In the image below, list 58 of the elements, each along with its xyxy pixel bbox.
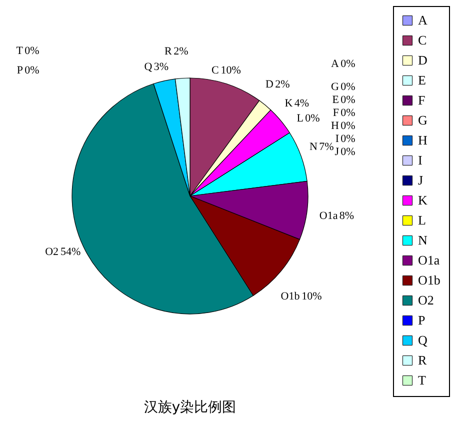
data-label: 10% <box>302 290 322 303</box>
category-label: I <box>335 132 339 145</box>
legend-label: I <box>418 152 422 168</box>
data-label: 2% <box>275 78 290 90</box>
text: 0% <box>340 80 356 93</box>
slice-label: K <box>284 98 293 110</box>
slice-label: O1a <box>319 210 338 222</box>
legend-label: E <box>418 72 426 88</box>
legend-label: Q <box>418 332 428 348</box>
slice-label: O1b <box>280 290 300 303</box>
text: 0% <box>24 64 40 76</box>
data-label: 4% <box>294 98 310 110</box>
text: 0% <box>340 106 356 119</box>
text: 0% <box>305 112 320 124</box>
slice-label: R <box>164 45 173 58</box>
slice-label: N <box>309 140 318 153</box>
legend-label: J <box>418 172 424 188</box>
text: 0% <box>340 94 356 106</box>
legend-label: G <box>418 112 428 128</box>
legend-label: N <box>418 232 428 248</box>
data-label: 10% <box>220 64 241 76</box>
category-label: J <box>334 146 339 158</box>
legend-label: O1a <box>418 252 440 268</box>
data-label: 54% <box>60 246 81 258</box>
legend-label: O2 <box>418 292 434 308</box>
category-label: L <box>296 112 304 124</box>
category-label: H <box>331 120 339 132</box>
category-label: A <box>331 58 339 70</box>
slice-label: C <box>211 64 219 76</box>
slice-label: D <box>265 78 274 90</box>
text: 0% <box>340 120 356 132</box>
slice-label: O2 <box>45 246 59 258</box>
category-label: E <box>332 94 339 106</box>
category-label: P <box>16 64 23 76</box>
legend-label: T <box>418 372 426 388</box>
text: 汉族y染比例图 <box>144 400 236 416</box>
text: 0% <box>340 132 356 145</box>
text: 0% <box>24 45 40 57</box>
legend-label: D <box>418 52 428 68</box>
category-label: G <box>331 80 339 93</box>
legend-label: K <box>418 192 428 208</box>
legend-label: H <box>418 132 428 148</box>
data-label: 8% <box>339 210 354 222</box>
legend-label: R <box>418 352 427 368</box>
data-label: 7% <box>319 140 334 153</box>
legend-label: A <box>418 12 428 28</box>
data-label: 3% <box>154 61 169 74</box>
category-label: T <box>16 45 23 57</box>
category-label: F <box>332 106 339 119</box>
legend-label: C <box>418 32 427 48</box>
legend-label: O1b <box>418 272 440 288</box>
legend-label: L <box>418 212 426 228</box>
text: 0% <box>340 146 356 158</box>
slice-label: Q <box>144 61 152 74</box>
data-label: 2% <box>174 45 188 58</box>
text: 0% <box>340 58 356 70</box>
legend-label: F <box>418 92 426 108</box>
legend-label: P <box>418 312 426 328</box>
